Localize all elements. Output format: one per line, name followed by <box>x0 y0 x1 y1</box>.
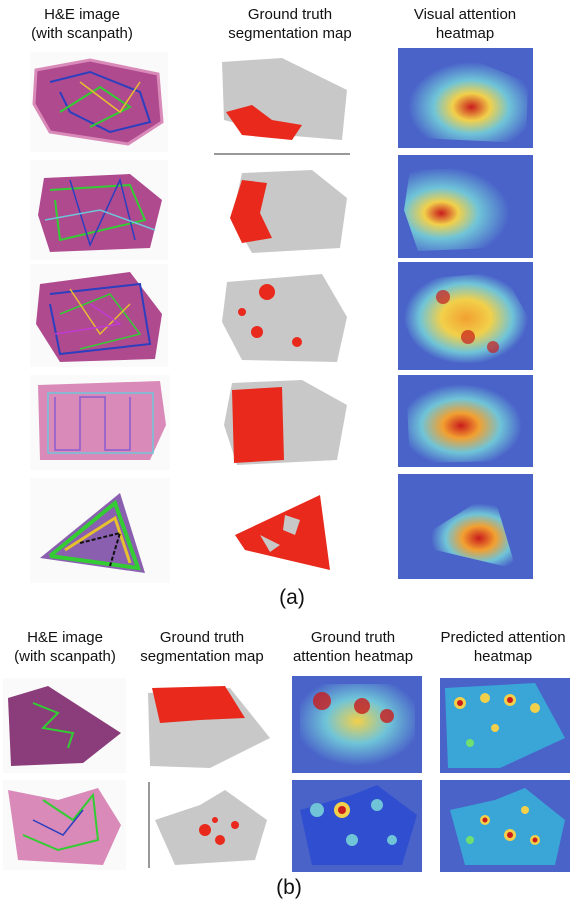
header-line: segmentation map <box>228 25 352 42</box>
he-image-a2 <box>30 160 168 260</box>
caption-a: (a) <box>279 586 305 609</box>
he-image-a3 <box>30 264 168 367</box>
gt-attention-heatmap-b1 <box>292 676 422 773</box>
predicted-attention-heatmap-b1 <box>440 678 570 773</box>
header-line: H&E image <box>44 6 120 23</box>
he-image-a5 <box>30 478 170 583</box>
header-a-he-image: H&E image (with scanpath) <box>12 5 152 43</box>
header-b-ground-truth-seg: Ground truth segmentation map <box>132 628 272 666</box>
header-a-ground-truth-seg: Ground truth segmentation map <box>210 5 370 43</box>
header-line: (with scanpath) <box>31 25 133 42</box>
header-line: Ground truth <box>159 629 245 646</box>
header-line: Ground truth <box>247 6 333 23</box>
header-line: Visual attention <box>413 6 517 23</box>
header-line: segmentation map <box>140 648 264 665</box>
header-b-predicted-attention: Predicted attention heatmap <box>428 628 578 666</box>
attention-heatmap-a2 <box>398 155 533 258</box>
header-line: H&E image <box>27 629 103 646</box>
caption-b: (b) <box>276 876 302 899</box>
header-line: heatmap <box>473 648 533 665</box>
gt-attention-heatmap-b2 <box>292 780 422 872</box>
attention-heatmap-a5 <box>398 474 533 579</box>
header-line: Predicted attention <box>440 629 566 646</box>
segmentation-a1 <box>212 50 352 155</box>
segmentation-b1 <box>140 678 275 773</box>
header-b-ground-truth-attention: Ground truth attention heatmap <box>283 628 423 666</box>
segmentation-a3 <box>212 262 352 367</box>
header-line: heatmap <box>435 25 495 42</box>
attention-heatmap-a3 <box>398 262 533 370</box>
header-a-visual-attention: Visual attention heatmap <box>390 5 540 43</box>
header-b-he-image: H&E image (with scanpath) <box>0 628 130 666</box>
segmentation-a2 <box>212 158 352 258</box>
header-line: attention heatmap <box>292 648 414 665</box>
header-line: (with scanpath) <box>14 648 116 665</box>
predicted-attention-heatmap-b2 <box>440 780 570 872</box>
segmentation-a5 <box>225 490 345 575</box>
he-image-b1 <box>3 678 126 773</box>
segmentation-a4 <box>212 375 352 470</box>
he-image-a1 <box>30 52 168 152</box>
he-image-b2 <box>3 780 126 870</box>
segmentation-b2 <box>145 780 275 870</box>
header-line: Ground truth <box>310 629 396 646</box>
attention-heatmap-a4 <box>398 375 533 467</box>
attention-heatmap-a1 <box>398 48 533 148</box>
he-image-a4 <box>30 375 170 470</box>
